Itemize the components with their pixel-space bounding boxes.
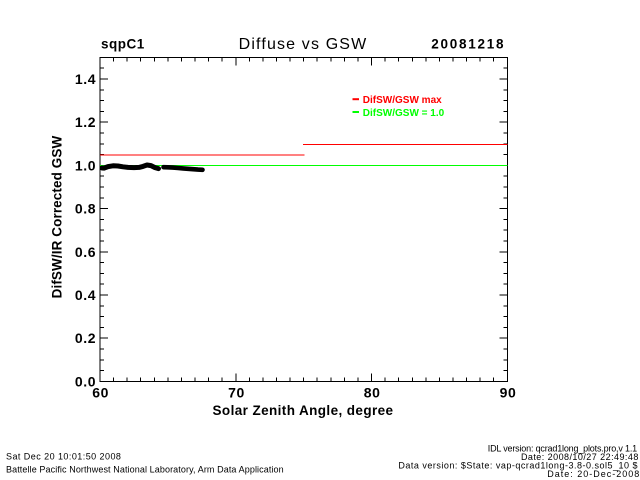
svg-text:IDL version: qcrad1long_plots.: IDL version: qcrad1long_plots.pro,v 1.1	[488, 444, 637, 454]
svg-text:sqpC1: sqpC1	[101, 37, 145, 52]
svg-text:0.6: 0.6	[75, 244, 96, 260]
svg-text:20081218: 20081218	[431, 36, 505, 51]
svg-text:Date: 2008/10/27 22:49:48: Date: 2008/10/27 22:49:48	[521, 452, 639, 462]
svg-text:DifSW/GSW max: DifSW/GSW max	[363, 95, 442, 106]
svg-text:DifSW/GSW = 1.0: DifSW/GSW = 1.0	[363, 108, 445, 119]
svg-text:0.2: 0.2	[75, 330, 96, 346]
svg-text:70: 70	[228, 385, 245, 401]
svg-text:Date: 20-Dec-2008: Date: 20-Dec-2008	[547, 469, 640, 479]
svg-text:1.4: 1.4	[75, 71, 96, 87]
svg-text:Sat Dec 20 10:01:50 2008: Sat Dec 20 10:01:50 2008	[6, 451, 121, 461]
svg-text:90: 90	[500, 385, 517, 401]
svg-text:Battelle Pacific Northwest Nat: Battelle Pacific Northwest National Labo…	[6, 465, 284, 475]
svg-text:Diffuse vs GSW: Diffuse vs GSW	[239, 36, 368, 53]
svg-text:0.0: 0.0	[75, 373, 96, 389]
svg-text:0.8: 0.8	[75, 201, 96, 217]
svg-text:Data version: $State: vap-qcra: Data version: $State: vap-qcrad1long-3.8…	[398, 461, 638, 471]
svg-text:1.0: 1.0	[75, 157, 96, 173]
svg-text:1.2: 1.2	[75, 114, 96, 130]
svg-text:0.4: 0.4	[75, 287, 96, 303]
svg-text:80: 80	[364, 385, 381, 401]
svg-text:DifSW/IR Corrected GSW: DifSW/IR Corrected GSW	[49, 135, 64, 298]
svg-text:Solar Zenith Angle, degree: Solar Zenith Angle, degree	[213, 403, 394, 418]
svg-text:60: 60	[92, 385, 109, 401]
